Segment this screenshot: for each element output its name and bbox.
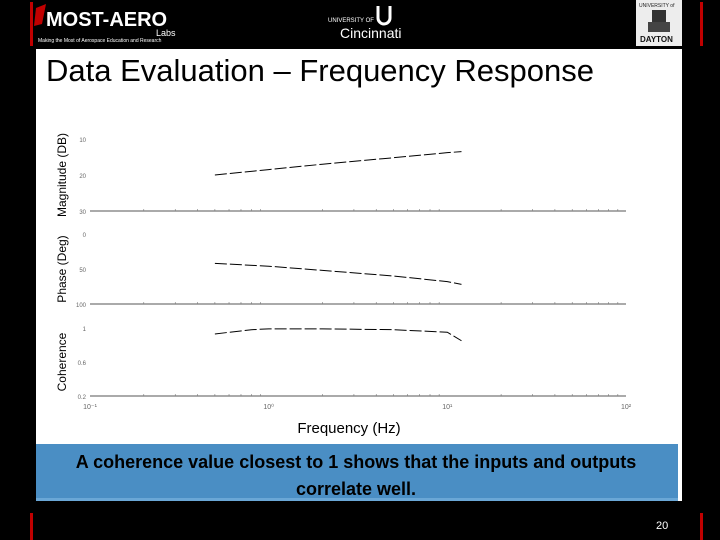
panel-1-ytick: 0 xyxy=(83,233,87,239)
panel-2-ytick: 0.6 xyxy=(78,361,87,367)
panel-0-series-line xyxy=(214,151,462,176)
caption-box xyxy=(36,444,678,501)
panel-0-ytick: 20 xyxy=(79,174,86,180)
panel-2-ytick: 1 xyxy=(83,327,87,333)
x-tick-label: 10⁻¹ xyxy=(83,404,97,411)
panel-1-ytick: 50 xyxy=(79,268,86,274)
panel-0-ytick: 10 xyxy=(79,138,86,144)
uc-logo: UNIVERSITY OF Cincinnati xyxy=(328,6,401,41)
slide-content xyxy=(36,49,682,501)
caption-text: A coherence value closest to 1 shows tha… xyxy=(75,452,637,499)
uc-logo-main: Cincinnati xyxy=(340,25,401,41)
panel-1-ylabel: Phase (Deg) xyxy=(55,235,69,302)
logo-left-sub: Labs xyxy=(156,28,176,38)
accent-bar-right-bottom xyxy=(700,513,703,540)
x-tick-label: 10¹ xyxy=(442,404,453,411)
accent-bar-left-bottom xyxy=(30,513,33,540)
logo-left-text: MOST-AERO xyxy=(46,9,167,31)
panel-2-ytick: 0.2 xyxy=(78,395,87,401)
dayton-logo: UNIVERSITY of DAYTON xyxy=(636,0,682,46)
panel-0-ytick: 30 xyxy=(79,210,86,216)
accent-bar-left xyxy=(30,2,33,46)
header-band xyxy=(0,0,720,48)
page-number: 20 xyxy=(656,520,669,532)
x-tick-label: 10² xyxy=(621,404,632,411)
x-axis-label: Frequency (Hz) xyxy=(297,420,400,437)
frequency-response-chart: 10 20 30 Magnitude (DB) 0 50 100 Phase (Deg) 1 0.… xyxy=(55,133,632,437)
dayton-logo-main: DAYTON xyxy=(640,35,673,44)
panel-1-series-line xyxy=(214,262,462,285)
logo-left-tagline: Making the Most of Aerospace Education a… xyxy=(38,38,162,44)
panel-2-ylabel: Coherence xyxy=(55,332,69,391)
slide-title: Data Evaluation – Frequency Response xyxy=(46,53,594,88)
dayton-logo-top: UNIVERSITY of xyxy=(639,3,675,9)
panel-0-ylabel: Magnitude (DB) xyxy=(55,133,69,217)
panel-1-ytick: 100 xyxy=(76,303,87,309)
panel-2-series-line xyxy=(214,328,462,342)
most-aero-logo: MOST-AERO Labs Making the Most of Aerosp… xyxy=(34,4,176,44)
uc-logo-top: UNIVERSITY OF xyxy=(328,18,374,24)
x-tick-label: 10⁰ xyxy=(263,403,274,411)
accent-bar-right xyxy=(700,2,703,46)
